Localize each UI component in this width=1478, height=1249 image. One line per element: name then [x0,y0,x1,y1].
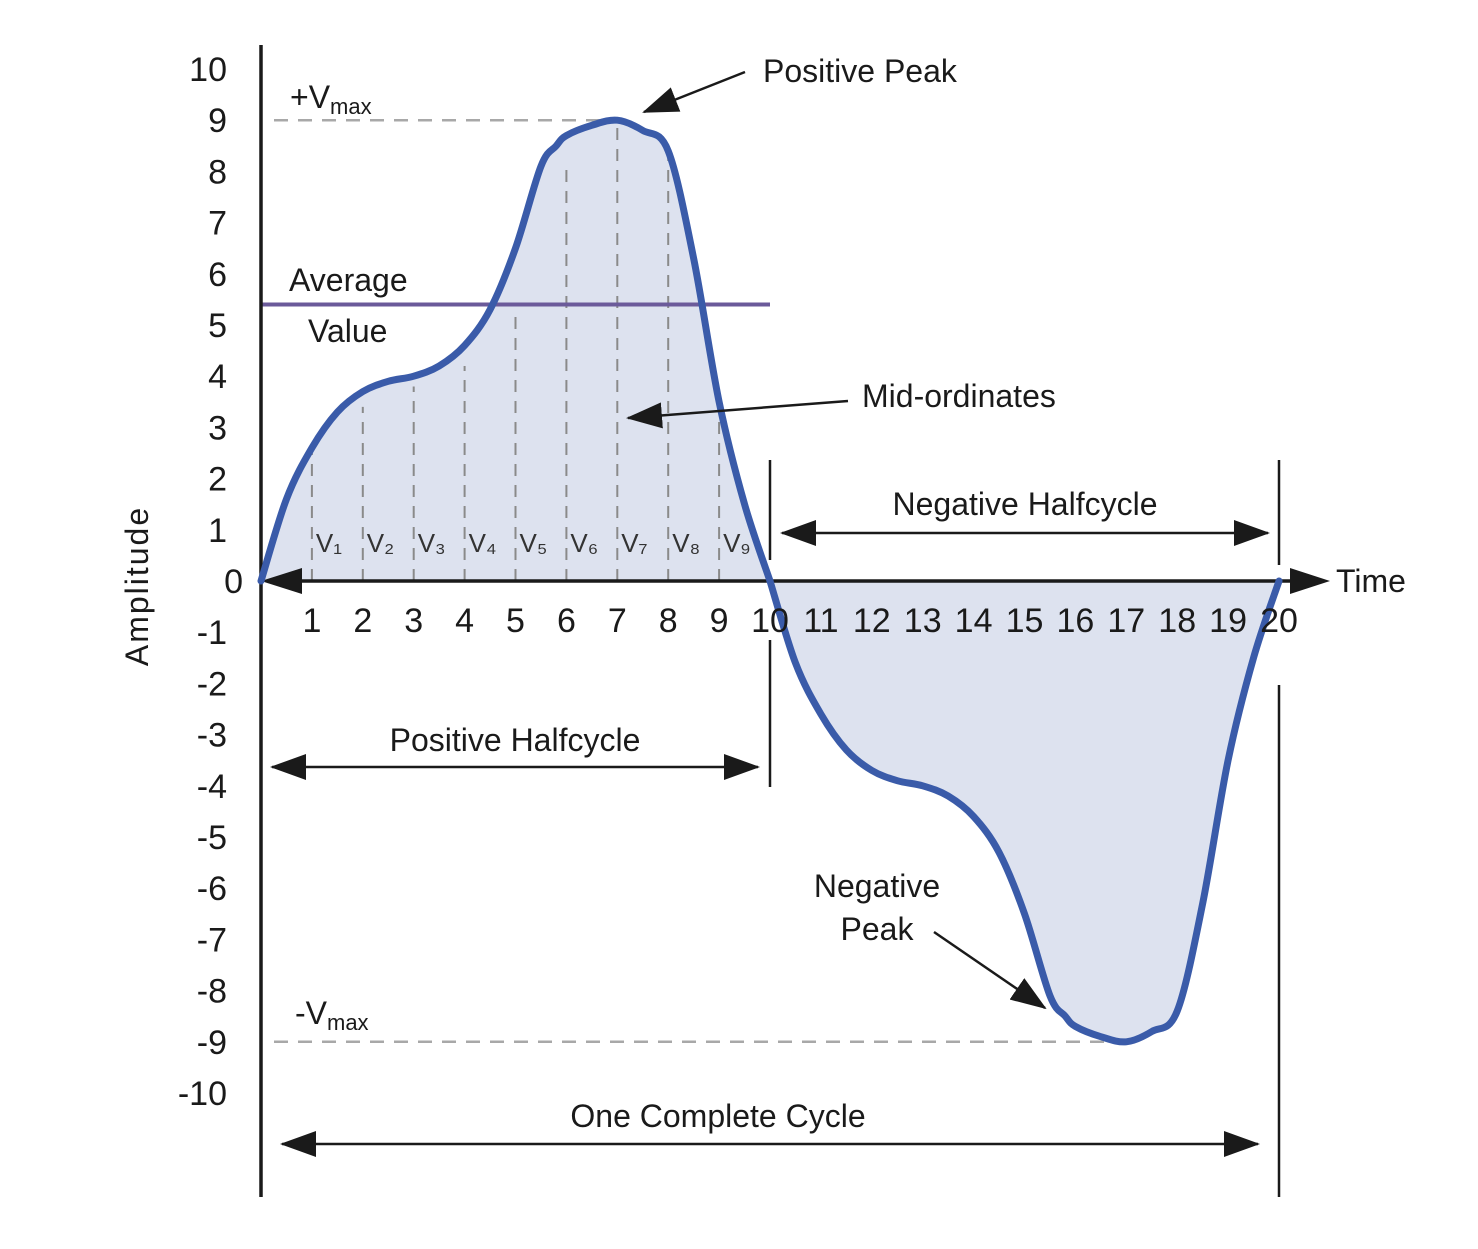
mid-ordinate-label-1: V₁ [316,528,342,558]
y-tick-label: -8 [197,973,227,1011]
y-tick-label: -3 [197,717,227,755]
mid-ordinate-label-9: V₉ [723,528,751,558]
x-tick-label: 5 [506,602,525,640]
positive-halfcycle-label: Positive Halfcycle [390,722,641,758]
y-tick-label: -5 [197,819,227,857]
mid-ordinate-lines [310,125,721,581]
mid-ordinate-label-4: V₄ [469,528,497,558]
y-tick-label: 4 [208,358,227,396]
x-tick-label: 2 [353,602,372,640]
y-tick-label: 3 [208,409,227,447]
y-tick-label: -1 [197,614,227,652]
x-tick-label: 3 [404,602,423,640]
vmax-negative-label: -Vmax [295,995,369,1035]
positive-peak-label: Positive Peak [763,53,958,89]
x-tick-label: 15 [1006,602,1044,640]
x-axis-arrow-left [261,568,302,594]
x-tick-label: 10 [751,602,789,640]
mid-ordinates-arrow [626,399,849,429]
y-tick-label: 10 [189,51,227,89]
x-tick-label: 16 [1056,602,1094,640]
y-tick-label: 7 [208,205,227,243]
mid-ordinate-label-2: V₂ [367,528,394,558]
mid-ordinate-label-6: V₆ [570,528,598,558]
y-tick-label: -9 [197,1024,227,1062]
mid-ordinate-label-5: V₅ [520,528,548,558]
x-tick-label: 12 [853,602,891,640]
mid-ordinate-labels: V₁ V₂ V₃ V₄ V₅ V₆ V₇ V₈ V₉ [316,528,751,558]
negative-peak-label-line2: Peak [841,911,915,947]
x-tick-label: 7 [608,602,627,640]
y-tick-label: -2 [197,665,227,703]
y-tick-label: 6 [208,256,227,294]
y-tick-label: 5 [208,307,227,345]
x-tick-label: 20 [1260,602,1298,640]
x-tick-label: 18 [1158,602,1196,640]
x-axis-tick-labels: 1 2 3 4 5 6 7 8 9 10 11 12 13 14 15 16 17 18 19 20 [302,602,1297,640]
y-tick-label: 8 [208,153,227,191]
y-axis-label: Amplitude [119,506,155,666]
x-tick-label: 1 [302,602,321,640]
x-axis-arrow-right [1290,568,1330,594]
negative-halfcycle-curve [766,577,1283,1046]
y-tick-label: -6 [197,870,227,908]
x-tick-label: 19 [1209,602,1247,640]
y-tick-label: -10 [178,1075,227,1113]
x-tick-label: 9 [710,602,729,640]
positive-halfcycle-fill [261,120,770,581]
mid-ordinates-label: Mid-ordinates [862,378,1056,414]
mid-ordinate-label-7: V₇ [621,528,647,558]
x-tick-label: 6 [557,602,576,640]
x-tick-label: 8 [659,602,678,640]
x-tick-label: 11 [803,602,838,640]
y-tick-label: 0 [224,563,243,601]
x-tick-label: 4 [455,602,474,640]
negative-peak-label-line1: Negative [814,868,940,904]
x-axis-label: Time [1336,563,1406,599]
y-tick-label: -7 [197,921,227,959]
y-tick-label: -4 [197,768,227,806]
positive-peak-arrow [642,70,746,114]
average-value-label-line2: Value [308,313,387,349]
y-tick-label: 2 [208,461,227,499]
y-tick-label: 9 [208,102,227,140]
vmax-positive-label: +Vmax [290,79,372,119]
negative-peak-arrow [933,930,1047,1010]
mid-ordinate-label-8: V₈ [672,528,700,558]
negative-halfcycle-fill [770,581,1279,1042]
x-tick-label: 13 [904,602,942,640]
average-value-label-line1: Average [289,262,408,298]
x-tick-label: 14 [955,602,993,640]
positive-halfcycle-curve [257,116,774,585]
mid-ordinate-label-3: V₃ [418,528,446,558]
y-tick-label: 1 [208,512,227,550]
one-complete-cycle-label: One Complete Cycle [570,1098,865,1134]
negative-halfcycle-label: Negative Halfcycle [893,486,1158,522]
x-tick-label: 17 [1107,602,1145,640]
